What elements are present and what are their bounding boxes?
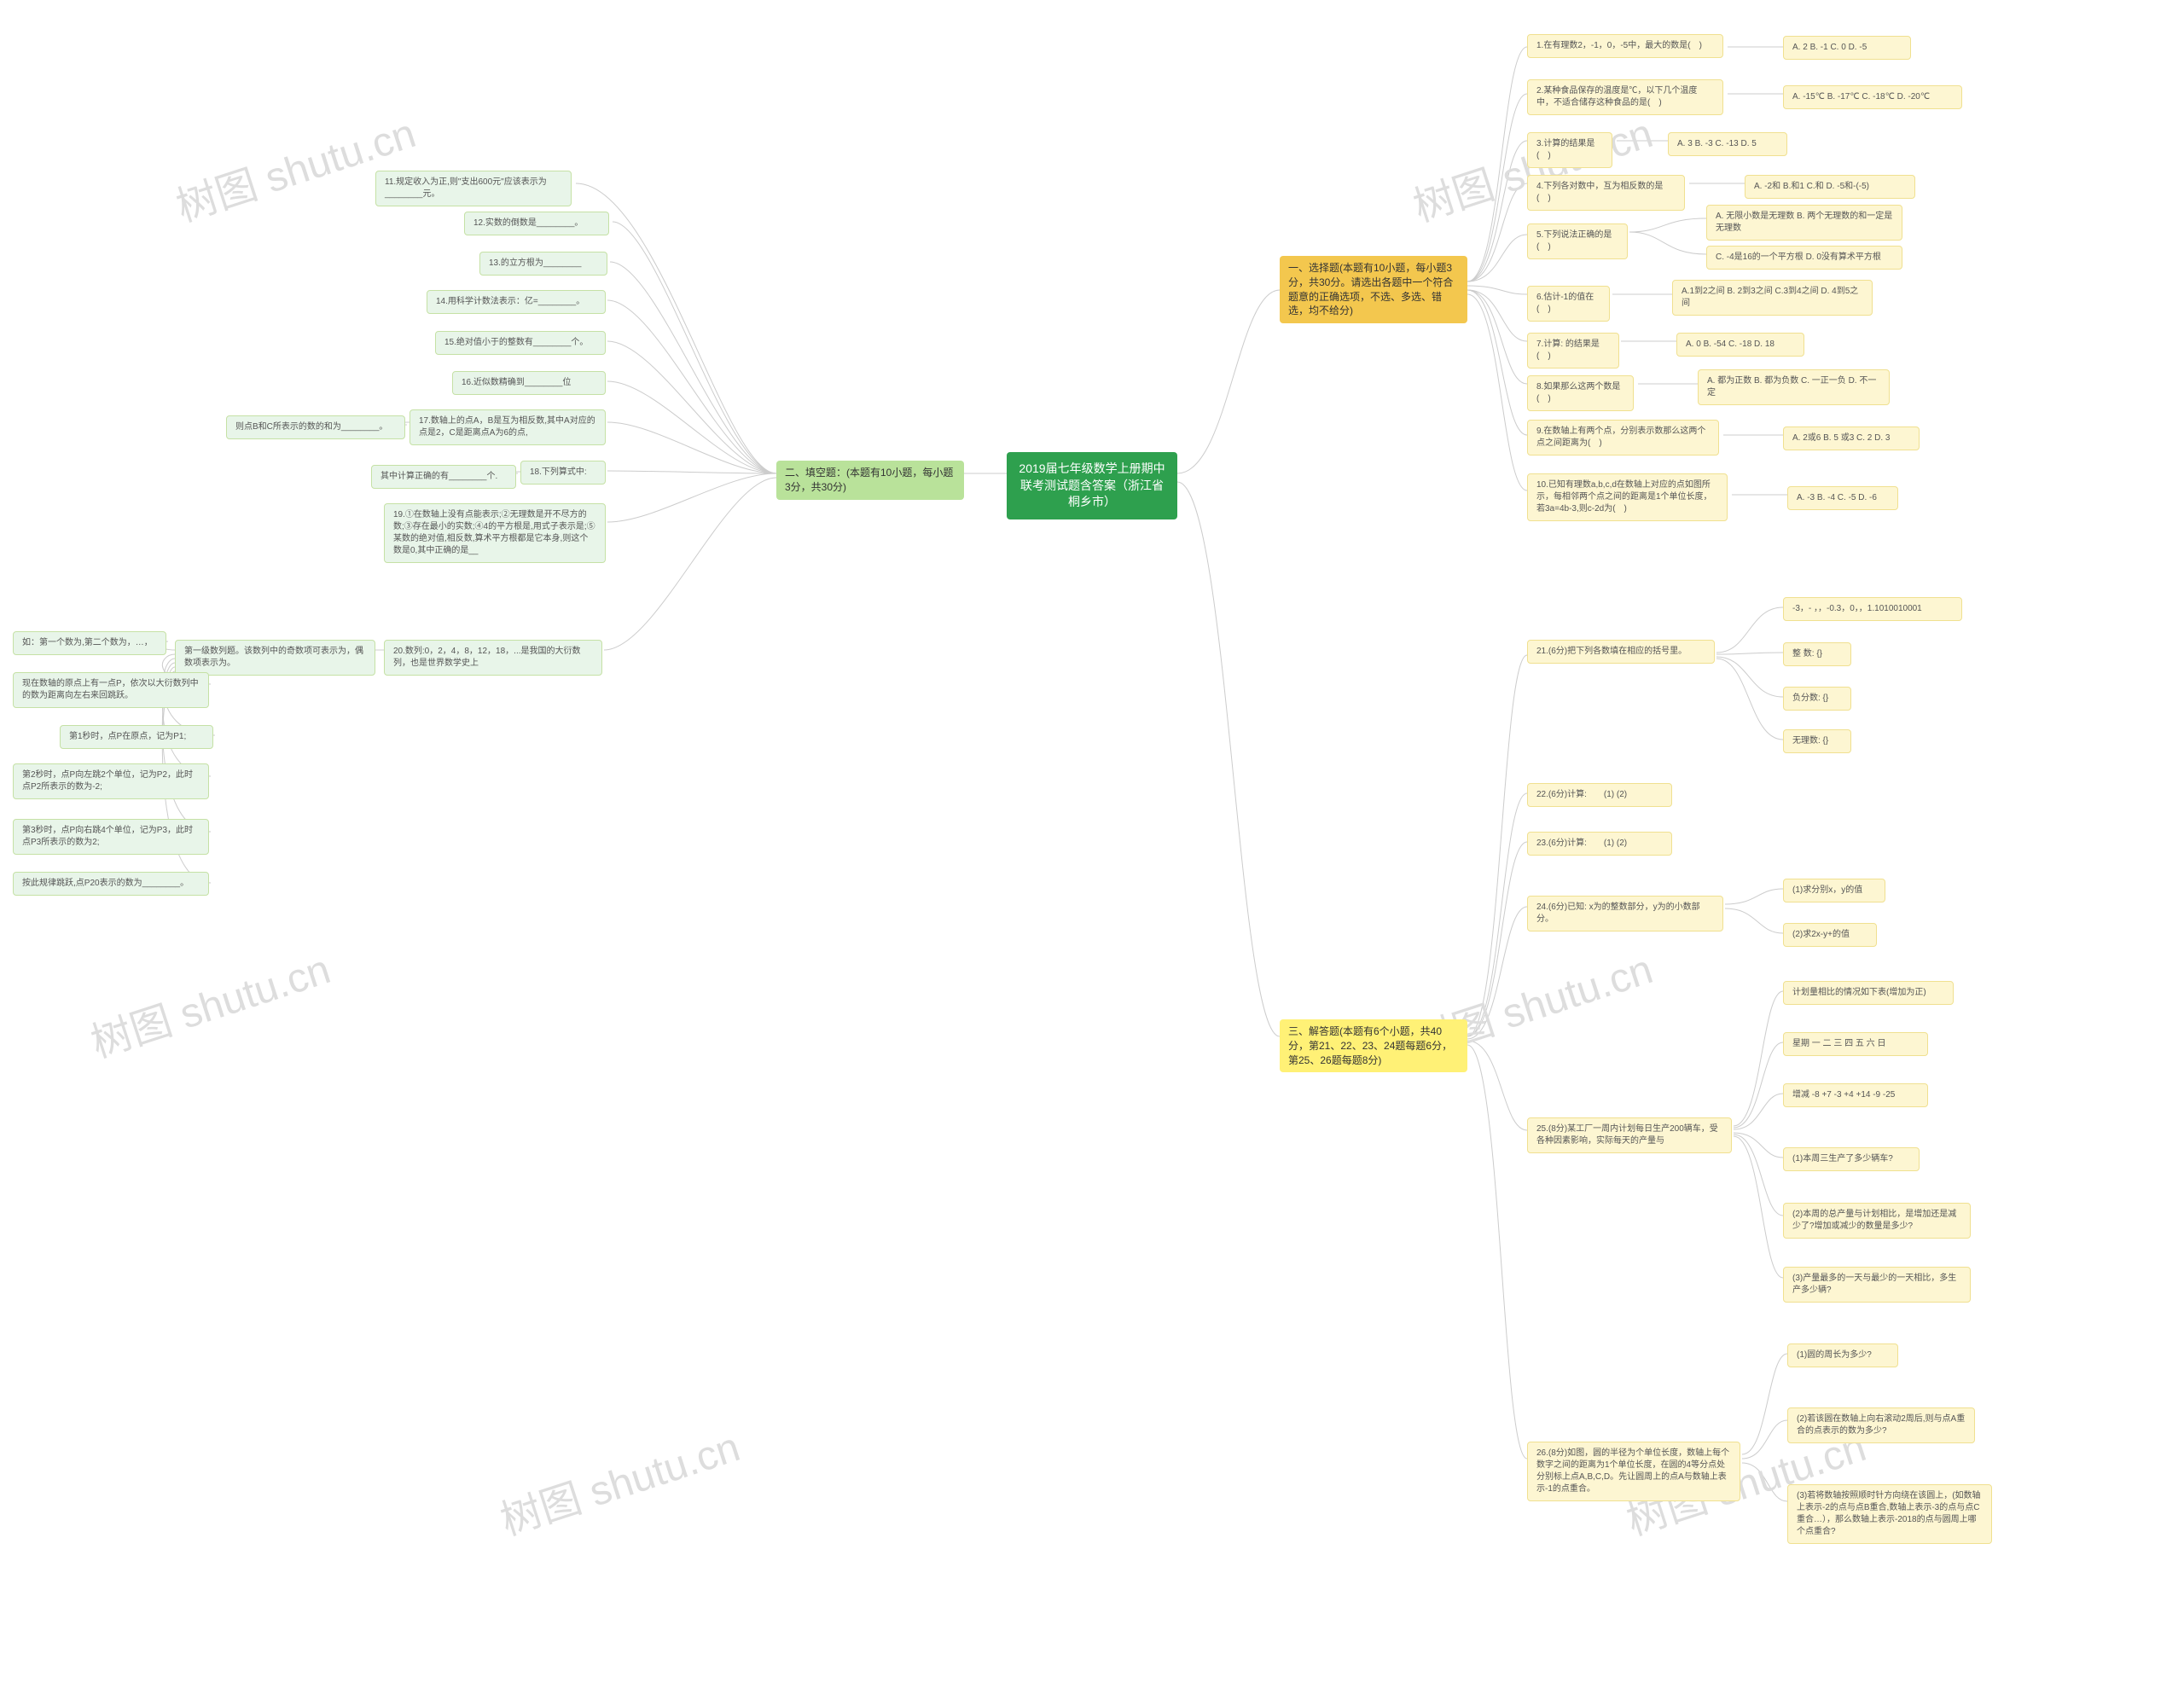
q21-sub2: 负分数: {}	[1783, 687, 1851, 711]
q15-node: 15.绝对值小于的整数有________个。	[435, 331, 606, 355]
q26-node: 26.(8分)如图，圆的半径为个单位长度，数轴上每个数字之间的距离为1个单位长度…	[1527, 1442, 1740, 1501]
q24-sub1: (2)求2x-y+的值	[1783, 923, 1877, 947]
q1-opt: A. 2 B. -1 C. 0 D. -5	[1783, 36, 1911, 60]
q3-opt: A. 3 B. -3 C. -13 D. 5	[1668, 132, 1787, 156]
q18-node: 18.下列算式中:	[520, 461, 606, 485]
q25-sub1: 星期 一 二 三 四 五 六 日	[1783, 1032, 1928, 1056]
q21-sub0: -3，- ，，-0.3，0，，1.1010010001	[1783, 597, 1962, 621]
q4-opt: A. -2和 B.和1 C.和 D. -5和-(-5)	[1745, 175, 1915, 199]
q24-sub0: (1)求分别x，y的值	[1783, 879, 1885, 902]
q20-sub2a: 如：第一个数为,第二个数为，…，	[13, 631, 166, 655]
q5-opt-a: A. 无限小数是无理数 B. 两个无理数的和一定是无理数	[1706, 205, 1902, 241]
q20-sub2b: 现在数轴的原点上有一点P，依次以大衍数列中的数为距离向左右来回跳跃。	[13, 672, 209, 708]
q14-node: 14.用科学计数法表示：亿=________。	[427, 290, 606, 314]
q12-node: 12.实数的倒数是________。	[464, 212, 609, 235]
q6-node: 6.估计-1的值在( )	[1527, 286, 1610, 322]
q5-opt-c: C. -4是16的一个平方根 D. 0没有算术平方根	[1706, 246, 1902, 270]
q7-node: 7.计算: 的结果是( )	[1527, 333, 1619, 369]
q9-opt: A. 2或6 B. 5 或3 C. 2 D. 3	[1783, 427, 1920, 450]
q25-sub2: 增减 -8 +7 -3 +4 +14 -9 -25	[1783, 1083, 1928, 1107]
q1-node: 1.在有理数2，-1，0，-5中，最大的数是( )	[1527, 34, 1723, 58]
q5-node: 5.下列说法正确的是( )	[1527, 223, 1628, 259]
q2-node: 2.某种食品保存的温度是℃，以下几个温度中，不适合储存这种食品的是( )	[1527, 79, 1723, 115]
q22-node: 22.(6分)计算: (1) (2)	[1527, 783, 1672, 807]
q8-node: 8.如果那么这两个数是( )	[1527, 375, 1634, 411]
branch3-node: 三、解答题(本题有6个小题，共40分，第21、22、23、24题每题6分，第25…	[1280, 1019, 1467, 1072]
q13-node: 13.的立方根为________	[479, 252, 607, 276]
q10-node: 10.已知有理数a,b,c,d在数轴上对应的点如图所示，每相邻两个点之间的距离是…	[1527, 473, 1728, 521]
q21-node: 21.(6分)把下列各数填在相应的括号里。	[1527, 640, 1715, 664]
q20-sub2e: 第3秒时，点P向右跳4个单位，记为P3，此时点P3所表示的数为2;	[13, 819, 209, 855]
root-node: 2019届七年级数学上册期中联考测试题含答案（浙江省桐乡市）	[1007, 452, 1177, 519]
q21-sub1: 整 数: {}	[1783, 642, 1851, 666]
q25-sub3: (1)本周三生产了多少辆车?	[1783, 1147, 1920, 1171]
q17-sub: 则点B和C所表示的数的和为________。	[226, 415, 405, 439]
q18-sub: 其中计算正确的有________个.	[371, 465, 516, 489]
q25-node: 25.(8分)某工厂一周内计划每日生产200辆车，受各种因素影响，实际每天的产量…	[1527, 1117, 1732, 1153]
q4-node: 4.下列各对数中，互为相反数的是( )	[1527, 175, 1685, 211]
q26-sub0: (1)圆的周长为多少?	[1787, 1343, 1898, 1367]
q25-sub5: (3)产量最多的一天与最少的一天相比，多生产多少辆?	[1783, 1267, 1971, 1303]
q17-node: 17.数轴上的点A，B是互为相反数,其中A对应的点是2，C是距离点A为6的点,	[410, 409, 606, 445]
branch2-node: 二、填空题：(本题有10小题，每小题3分，共30分)	[776, 461, 964, 500]
q7-opt: A. 0 B. -54 C. -18 D. 18	[1676, 333, 1804, 357]
q20-sub2f: 按此规律跳跃,点P20表示的数为________。	[13, 872, 209, 896]
q3-node: 3.计算的结果是( )	[1527, 132, 1612, 168]
branch1-node: 一、选择题(本题有10小题，每小题3分，共30分。请选出各题中一个符合题意的正确…	[1280, 256, 1467, 323]
q9-node: 9.在数轴上有两个点，分别表示数那么这两个点之间距离为( )	[1527, 420, 1719, 456]
q24-node: 24.(6分)已知: x为的整数部分，y为的小数部分。	[1527, 896, 1723, 931]
q26-sub1: (2)若该圆在数轴上向右滚动2周后,则与点A重合的点表示的数为多少?	[1787, 1407, 1975, 1443]
q6-opt: A.1到2之间 B. 2到3之间 C.3到4之间 D. 4到5之间	[1672, 280, 1873, 316]
q8-opt: A. 都为正数 B. 都为负数 C. 一正一负 D. 不一定	[1698, 369, 1890, 405]
q20-sub1: 第一级数列题。该数列中的奇数项可表示为，偶数项表示为。	[175, 640, 375, 676]
q25-sub4: (2)本周的总产量与计划相比，是增加还是减少了?增加或减少的数量是多少?	[1783, 1203, 1971, 1239]
q26-sub2: (3)若将数轴按照顺时针方向绕在该圆上，(如数轴上表示-2的点与点B重合,数轴上…	[1787, 1484, 1992, 1544]
q25-sub0: 计划量相比的情况如下表(增加为正)	[1783, 981, 1954, 1005]
q2-opt: A. -15℃ B. -17℃ C. -18℃ D. -20℃	[1783, 85, 1962, 109]
q20-sub2c: 第1秒时，点P在原点，记为P1;	[60, 725, 213, 749]
q21-sub3: 无理数: {}	[1783, 729, 1851, 753]
q16-node: 16.近似数精确到________位	[452, 371, 606, 395]
q20-node: 20.数列:0，2，4，8，12，18，...是我国的大衍数列，也是世界数学史上	[384, 640, 602, 676]
q10-opt: A. -3 B. -4 C. -5 D. -6	[1787, 486, 1898, 510]
q23-node: 23.(6分)计算: (1) (2)	[1527, 832, 1672, 856]
q19-node: 19.①在数轴上没有点能表示;②无理数是开不尽方的数;③存在最小的实数;④4的平…	[384, 503, 606, 563]
q11-node: 11.规定收入为正,则"支出600元"应该表示为________元。	[375, 171, 572, 206]
q20-sub2d: 第2秒时，点P向左跳2个单位，记为P2，此时点P2所表示的数为-2;	[13, 763, 209, 799]
